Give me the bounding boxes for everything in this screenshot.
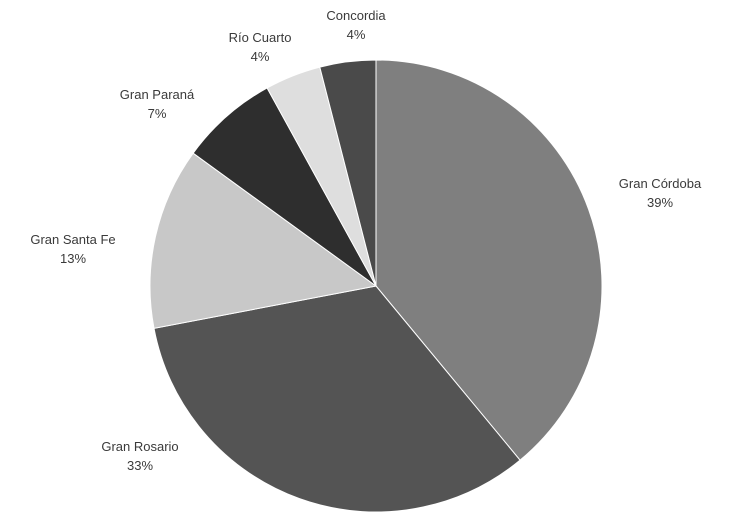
pie-slice-gran-santa-fe	[149, 152, 378, 329]
slice-label-gran-santa-fe: Gran Santa Fe 13%	[30, 232, 115, 266]
slice-category-label: Gran Paraná	[120, 87, 195, 102]
slice-category-label: Concordia	[326, 8, 386, 23]
slice-value-label: 4%	[251, 49, 270, 64]
slice-value-label: 4%	[347, 27, 366, 42]
pie-slice-gran-rosario	[153, 285, 521, 513]
slices-layer	[149, 59, 603, 513]
labels-layer: Gran Córdoba 39% Gran Rosario 33% Gran Santa…	[30, 8, 702, 473]
slice-category-label: Gran Santa Fe	[30, 232, 115, 247]
slice-value-label: 33%	[127, 458, 153, 473]
slice-label-gran-c-rdoba: Gran Córdoba 39%	[619, 176, 702, 210]
slice-label-r-o-cuarto: Río Cuarto 4%	[229, 30, 292, 64]
slice-label-gran-paran-: Gran Paraná 7%	[120, 87, 195, 121]
slice-value-label: 13%	[60, 251, 86, 266]
slice-label-gran-rosario: Gran Rosario 33%	[101, 439, 178, 473]
pie-slice-gran-c-rdoba	[375, 59, 603, 461]
slice-value-label: 39%	[647, 195, 673, 210]
slice-category-label: Gran Córdoba	[619, 176, 702, 191]
slice-value-label: 7%	[148, 106, 167, 121]
slice-category-label: Gran Rosario	[101, 439, 178, 454]
slice-category-label: Río Cuarto	[229, 30, 292, 45]
pie-slice-concordia	[319, 59, 377, 287]
slice-label-concordia: Concordia 4%	[326, 8, 386, 42]
